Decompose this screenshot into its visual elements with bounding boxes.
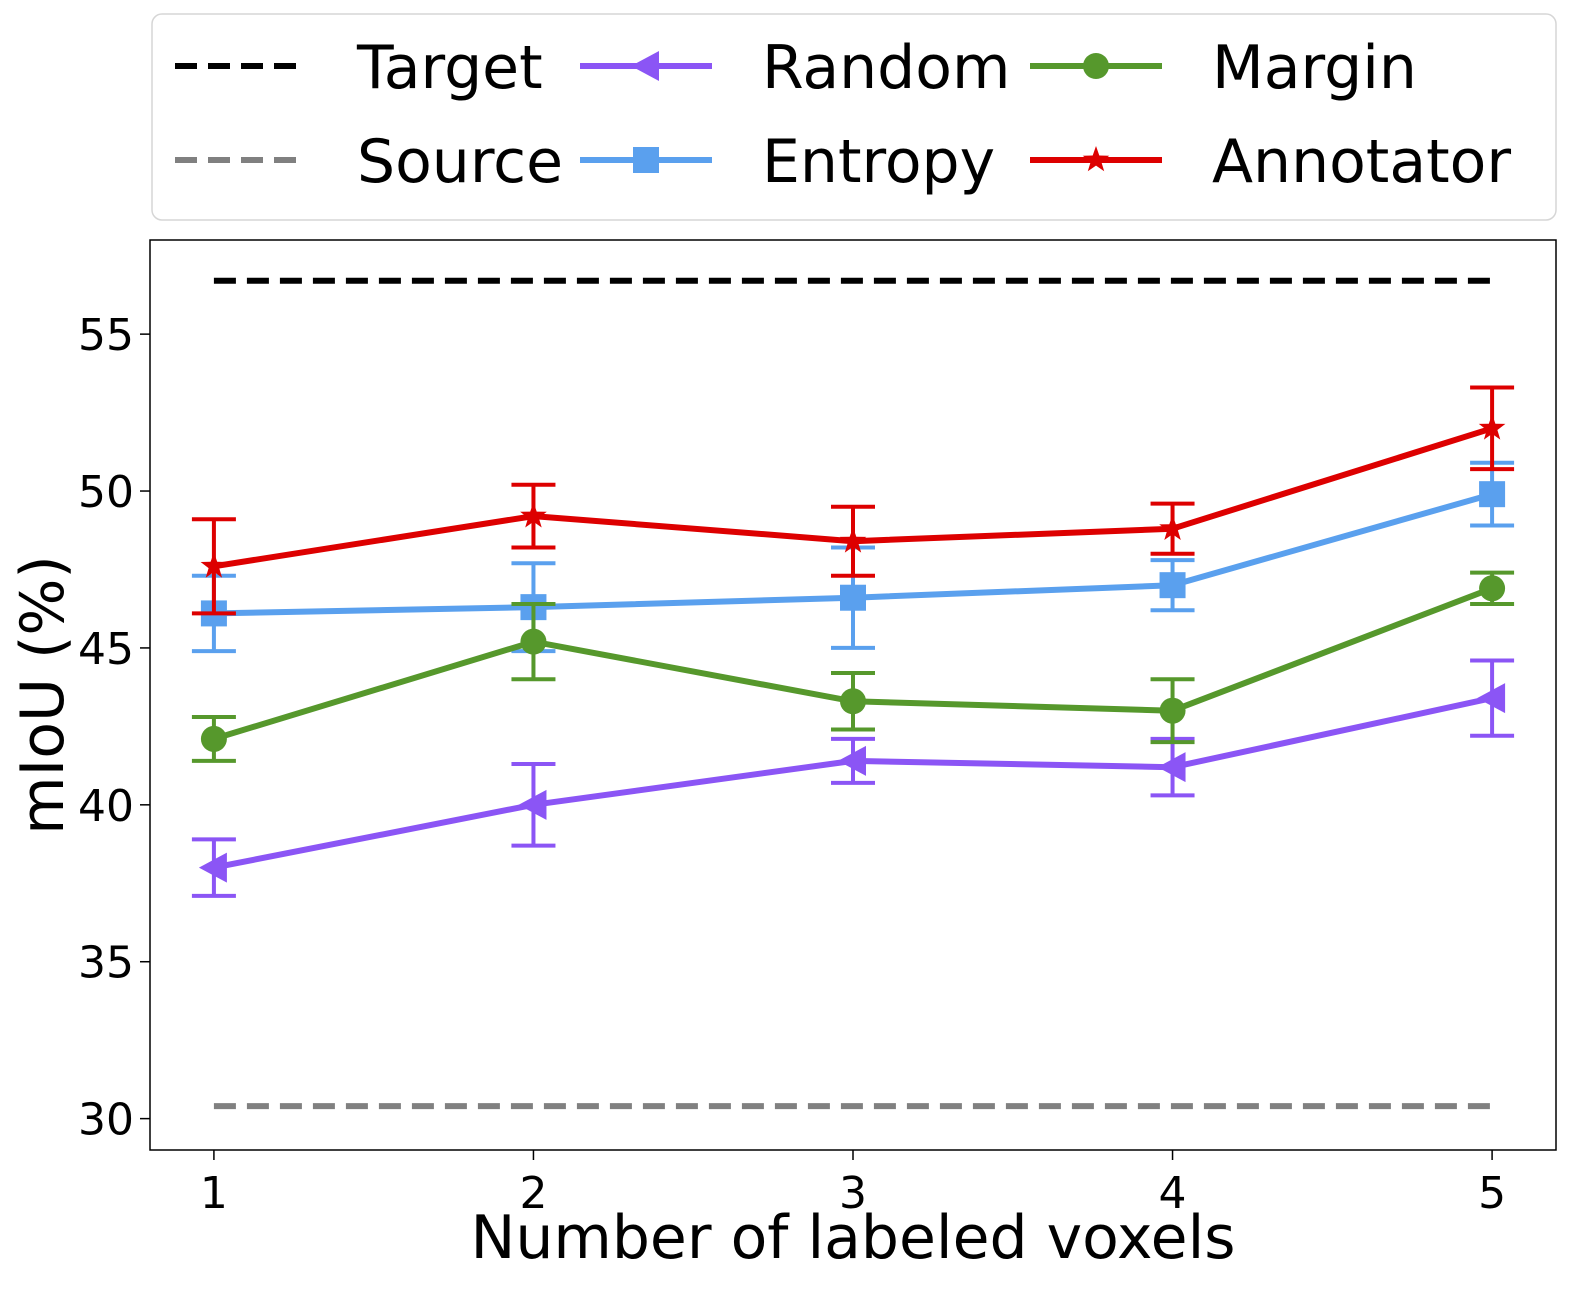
legend-marker [1082, 146, 1110, 172]
legend-item-random: Random [580, 33, 1010, 103]
series-margin [191, 570, 1515, 763]
legend-label: Random [762, 33, 1010, 103]
legend-item-entropy: Entropy [580, 127, 995, 197]
data-point [1477, 683, 1506, 714]
data-point [1159, 697, 1186, 724]
x-tick-label: 5 [1478, 1168, 1506, 1219]
data-point [840, 688, 866, 715]
x-axis-title: Number of labeled voxels [470, 1203, 1235, 1273]
data-point [520, 628, 547, 655]
legend-frame [151, 13, 1557, 221]
legend-label: Source [357, 127, 563, 197]
data-point [839, 527, 867, 553]
data-point [1479, 481, 1506, 508]
y-axis-title: mIoU (%) [8, 555, 78, 835]
y-tick-label: 30 [78, 1095, 134, 1146]
series-random [191, 658, 1515, 898]
y-tick-label: 55 [78, 310, 134, 361]
y-tick-label: 50 [78, 467, 134, 518]
data-point [198, 852, 227, 883]
legend: Target Source Random Entropy Margin Annotator [151, 13, 1557, 221]
legend-item-margin: Margin [1030, 33, 1417, 103]
legend-item-annotator: Annotator [1030, 127, 1511, 197]
data-point [840, 584, 866, 611]
series-annotator [191, 385, 1515, 616]
legend-marker [633, 147, 659, 173]
y-tick-label: 40 [78, 781, 134, 832]
legend-item-source: Source [175, 127, 563, 197]
legend-label: Margin [1212, 33, 1417, 103]
y-tick-label: 35 [78, 938, 134, 989]
data-point [1478, 414, 1506, 440]
legend-label: Entropy [762, 127, 995, 197]
data-point [200, 725, 227, 752]
reference-lines [213, 277, 1493, 1110]
series-layer [191, 385, 1515, 898]
y-tick-label: 45 [78, 624, 134, 675]
data-point [518, 789, 547, 820]
y-axis-ticks: 30 35 40 45 50 55 [78, 310, 150, 1146]
data-point [1157, 752, 1186, 783]
legend-marker [631, 51, 659, 81]
x-tick-label: 2 [519, 1168, 547, 1219]
data-point [1479, 575, 1506, 602]
legend-item-target: Target [175, 33, 543, 103]
legend-label: Target [356, 33, 543, 103]
x-axis-ticks: 1 2 3 4 5 [200, 1150, 1506, 1219]
data-point [838, 745, 866, 776]
data-point [1159, 514, 1186, 540]
data-point [1159, 572, 1186, 599]
data-point [200, 552, 228, 578]
legend-marker [1083, 53, 1109, 79]
data-point [520, 502, 547, 528]
x-tick-label: 1 [200, 1168, 228, 1219]
x-tick-label: 3 [839, 1168, 867, 1219]
x-tick-label: 4 [1159, 1168, 1187, 1219]
legend-label: Annotator [1212, 127, 1511, 197]
